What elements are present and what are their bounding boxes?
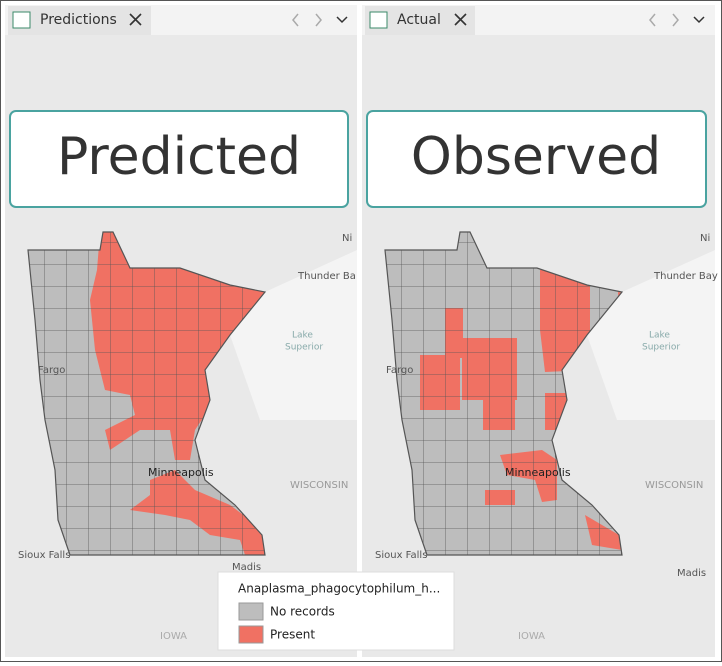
panel-left: Predictions Ni Thunder Ba Lake Superior … (5, 5, 357, 657)
map-label: Minneapolis (505, 466, 571, 479)
map-label: Superior (642, 343, 680, 353)
map-frame (384, 231, 715, 556)
map-label: IOWA (160, 631, 187, 642)
tab-icon (12, 11, 31, 29)
map-label: Lake (649, 331, 670, 341)
legend-item: Present (270, 628, 315, 642)
tab-icon (369, 11, 388, 29)
menu-icon[interactable] (336, 16, 348, 24)
nav-arrows[interactable] (649, 13, 679, 27)
nav-arrows[interactable] (292, 13, 322, 27)
menu-icon[interactable] (693, 16, 705, 24)
map-label: Superior (285, 343, 323, 353)
overlay-title: Observed (411, 127, 661, 187)
map-label: Fargo (386, 365, 413, 376)
legend-swatch (238, 625, 264, 644)
map-label: Thunder Bay (653, 271, 718, 282)
tab-label: Actual (397, 12, 441, 28)
map-label: Thunder Ba (297, 271, 356, 282)
tab-label: Predictions (40, 12, 117, 28)
map-label: IOWA (518, 631, 545, 642)
lake (230, 250, 357, 420)
overlay-box (9, 110, 349, 208)
overlay-title: Predicted (57, 127, 301, 187)
map-label: Minneapolis (148, 466, 214, 479)
map-label: WISCONSIN (645, 480, 703, 491)
map-label: Madis (677, 568, 706, 579)
lake (587, 250, 715, 420)
legend-title: Anaplasma_phagocytophilum_h... (238, 582, 440, 596)
splitter[interactable] (357, 5, 362, 657)
map-label: Madis (232, 562, 261, 573)
legend-item: No records (270, 605, 335, 619)
map-label: Sioux Falls (375, 550, 427, 561)
legend-swatch (238, 602, 264, 621)
panel-right: Actual Ni Thunder Bay Lake Superior (362, 5, 718, 657)
overlay-box (366, 110, 707, 208)
map-layer (385, 232, 622, 555)
close-icon[interactable] (454, 13, 467, 26)
map-label: Ni (700, 233, 710, 244)
tab[interactable] (8, 6, 151, 35)
map-label: Ni (342, 233, 352, 244)
map-label: Sioux Falls (18, 550, 70, 561)
map-label: Fargo (38, 365, 65, 376)
map-label: Lake (292, 331, 313, 341)
legend: Anaplasma_phagocytophilum_h... No record… (217, 571, 455, 651)
map-layer (28, 232, 265, 555)
map-label: WISCONSIN (290, 480, 348, 491)
close-icon[interactable] (129, 13, 142, 26)
